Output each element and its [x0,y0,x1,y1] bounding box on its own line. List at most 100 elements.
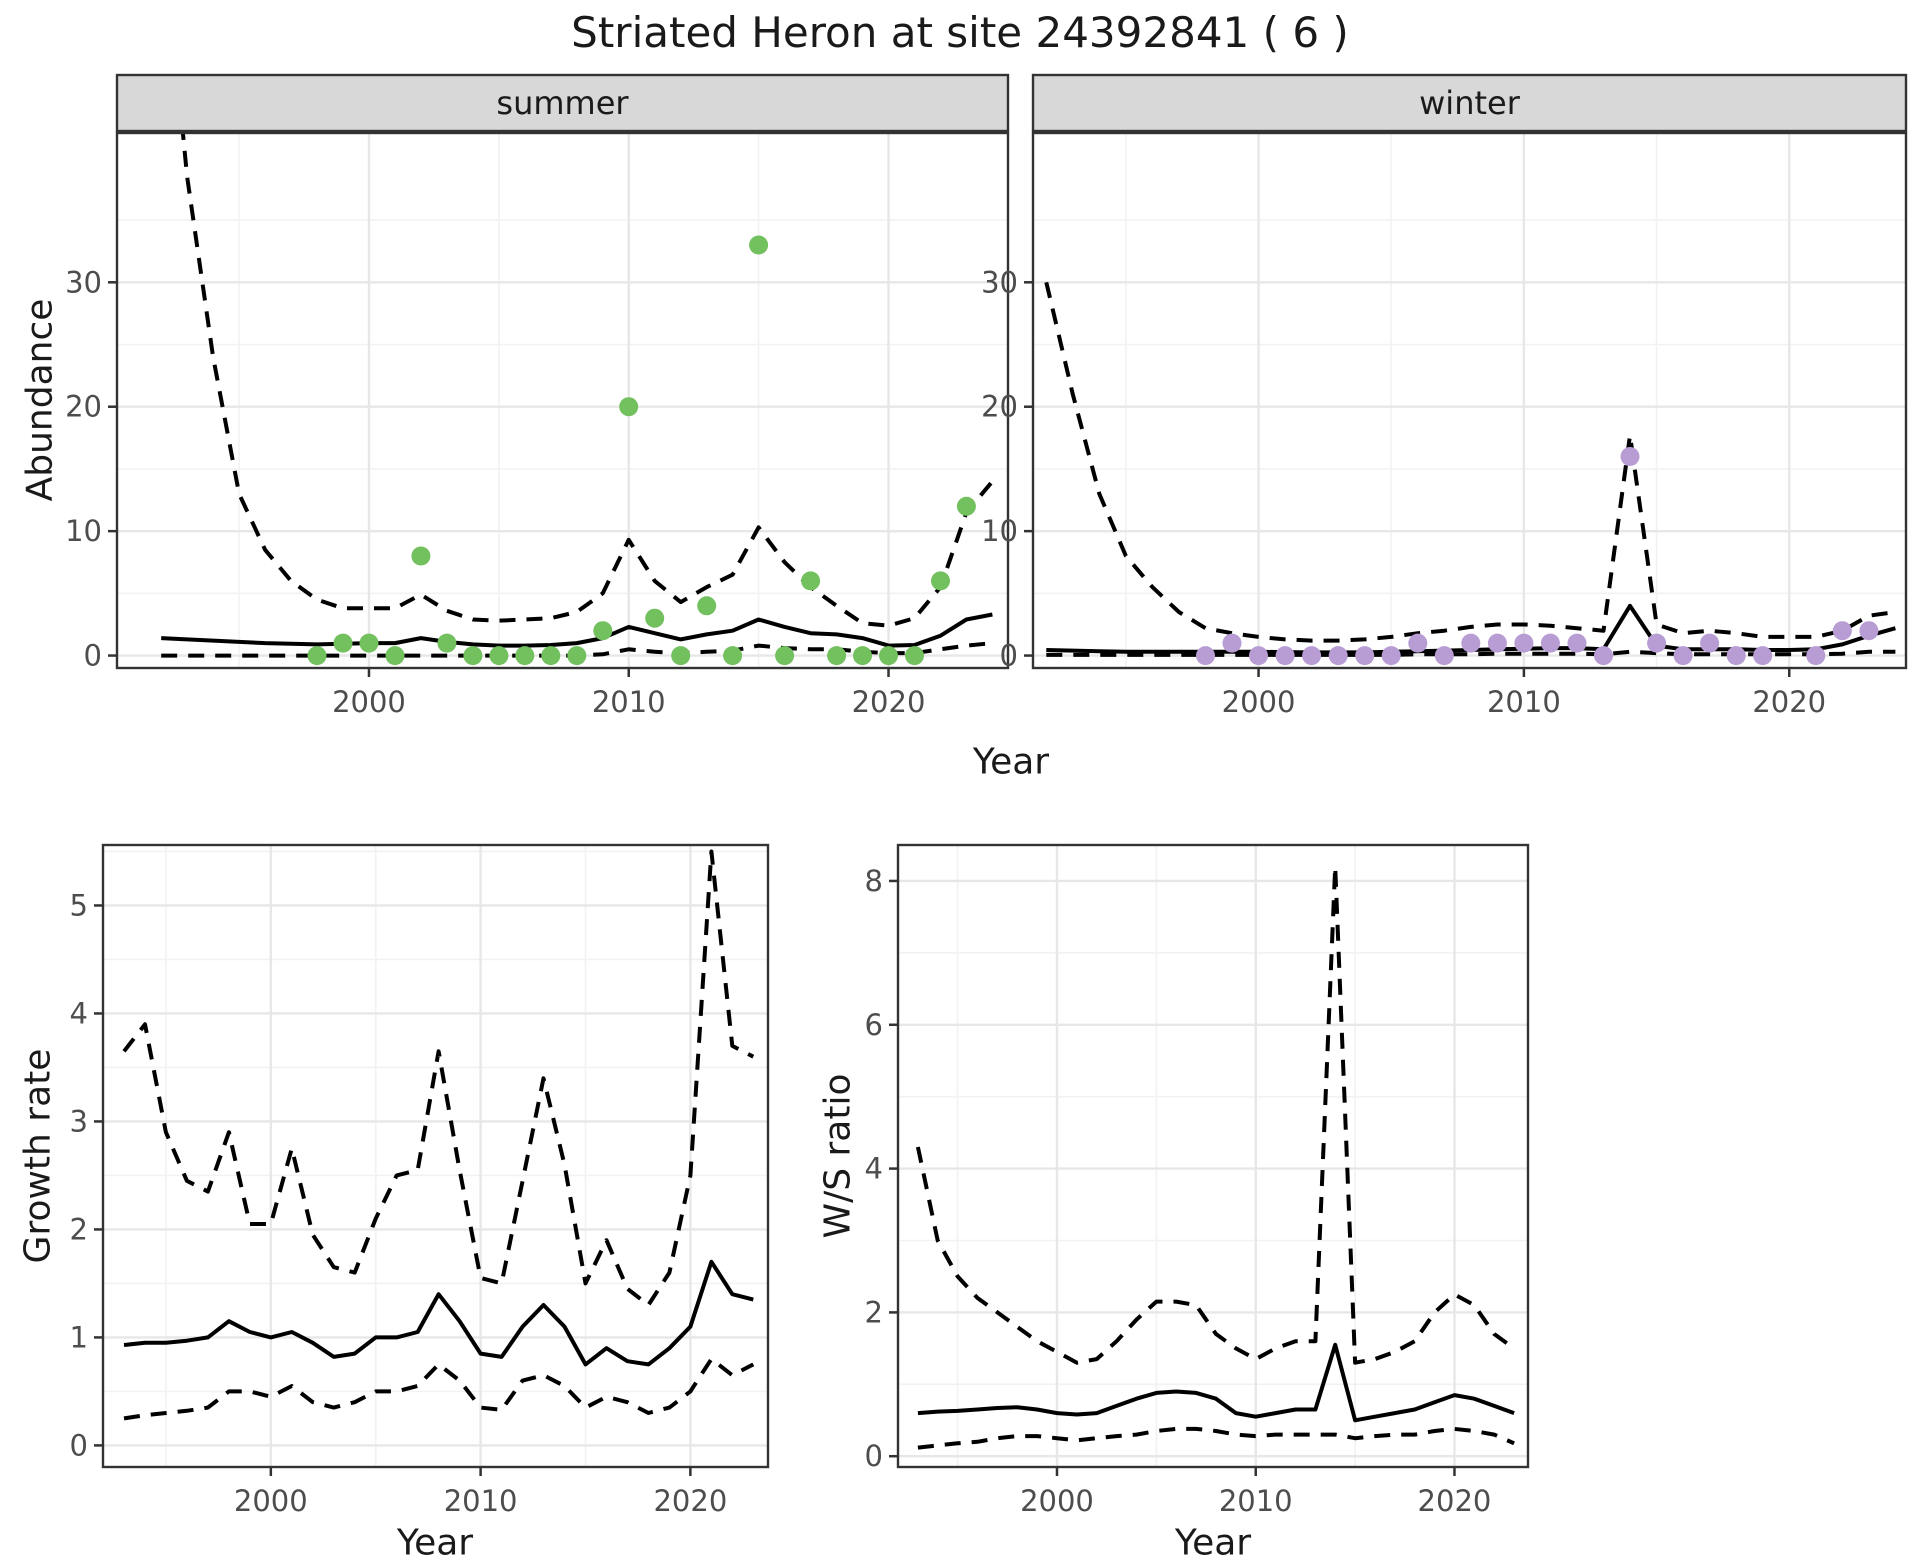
data-point [1594,646,1613,666]
facet-strip [115,73,1010,133]
y-tick-label: 4 [70,996,88,1030]
x-tick-label: 2010 [592,685,666,719]
data-point [1832,621,1852,641]
data-point [645,608,665,628]
y-tick-label: 30 [981,265,1018,299]
data-point [1726,646,1746,666]
x-tick-label: 2010 [1487,685,1561,719]
panel-border [115,131,1010,670]
y-tick-label: 4 [865,1152,883,1186]
panel-ws-ratio: 2000 2010 2020 0 2 4 6 8 [865,843,1530,1518]
data-point [905,646,924,666]
y-tick-label: 2 [865,1295,883,1329]
panel-border [1031,131,1908,670]
data-point [1567,633,1587,653]
lines-group [915,864,1516,1450]
data-point [1408,633,1428,653]
data-point [1487,633,1507,653]
upper-95ci-line [1044,281,1896,643]
data-point [1328,646,1348,666]
data-point [1249,646,1268,666]
y-axis-title-growth-rate: Growth rate [17,1048,59,1264]
y-tick-label: 2 [70,1212,88,1246]
x-tick-label: 2000 [332,685,406,719]
data-point [956,496,976,516]
data-point [801,571,821,591]
y-tick-label: 3 [70,1104,88,1138]
y-tick-label: 0 [70,1428,88,1462]
x-tick-label: 2010 [444,1484,518,1518]
y-tick-label: 8 [865,864,883,898]
data-point [1859,621,1879,641]
y-tick-label: 0 [865,1439,883,1473]
x-tick-label: 2020 [653,1484,727,1518]
data-point [333,633,353,653]
data-point [1514,633,1534,653]
data-point [567,646,587,666]
data-point [437,633,457,653]
figure-title: Striated Heron at site 24392841 ( 6 ) [571,8,1349,57]
data-point [489,646,509,666]
data-point [1673,646,1693,666]
data-point [931,571,950,591]
y-tick-label: 20 [65,390,102,424]
y-tick-label: 10 [981,514,1018,548]
data-point [1275,646,1295,666]
x-tick-label: 2020 [1752,685,1826,719]
panel-background [898,845,1528,1467]
data-point [1620,447,1640,466]
data-point [541,646,561,666]
facet-label: summer [496,84,629,122]
data-point [515,646,535,666]
data-point [385,646,405,666]
x-axis-title-year-bottom-left: Year [396,1522,474,1560]
panel-growth-rate: 2000 2010 2020 0 1 2 3 4 5 [70,843,770,1518]
y-tick-label: 30 [65,265,102,299]
y-tick-label: 6 [865,1008,883,1042]
data-point [723,646,743,666]
data-point [1647,633,1667,653]
data-point [1540,633,1560,653]
data-point [593,621,613,641]
data-point [1806,646,1826,666]
lines-group [122,849,755,1421]
y-axis-title-ws-ratio: W/S ratio [817,1073,859,1239]
data-point [1461,633,1481,653]
data-point [463,646,483,666]
data-point [1700,633,1720,653]
median-line [123,1259,754,1367]
data-point [1753,646,1773,666]
data-point [1222,633,1242,653]
data-point [619,397,639,417]
data-point [411,546,431,566]
data-point [1434,646,1454,666]
x-axis-title-year-top: Year [972,741,1050,783]
y-tick-label: 0 [84,639,102,673]
y-axis-title-abundance: Abundance [19,298,61,502]
x-tick-label: 2020 [1418,1484,1492,1518]
panel-background [103,845,768,1467]
upper-95ci-line [915,864,1516,1365]
data-point [1302,646,1322,666]
median-line [161,612,993,648]
y-tick-label: 0 [1000,639,1018,673]
panel-abundance-winter: 2000 2010 2020 0 10 20 30 winter [981,73,1908,719]
panel-background [117,133,1008,668]
x-axis-title-year-bottom-right: Year [1174,1522,1252,1560]
facet-strip [1031,73,1908,133]
data-point [827,646,847,666]
data-point [1196,646,1215,666]
x-tick-label: 2000 [234,1484,308,1518]
x-tick-label: 2000 [1020,1484,1094,1518]
panel-background [1033,133,1906,668]
data-point [1381,646,1401,666]
data-point [853,646,872,666]
y-tick-label: 10 [65,514,102,548]
x-tick-label: 2020 [852,685,926,719]
x-tick-label: 2000 [1222,685,1296,719]
lower-95ci-line [917,1426,1515,1450]
lower-95ci-line [123,1357,755,1421]
y-tick-label: 5 [70,888,88,922]
